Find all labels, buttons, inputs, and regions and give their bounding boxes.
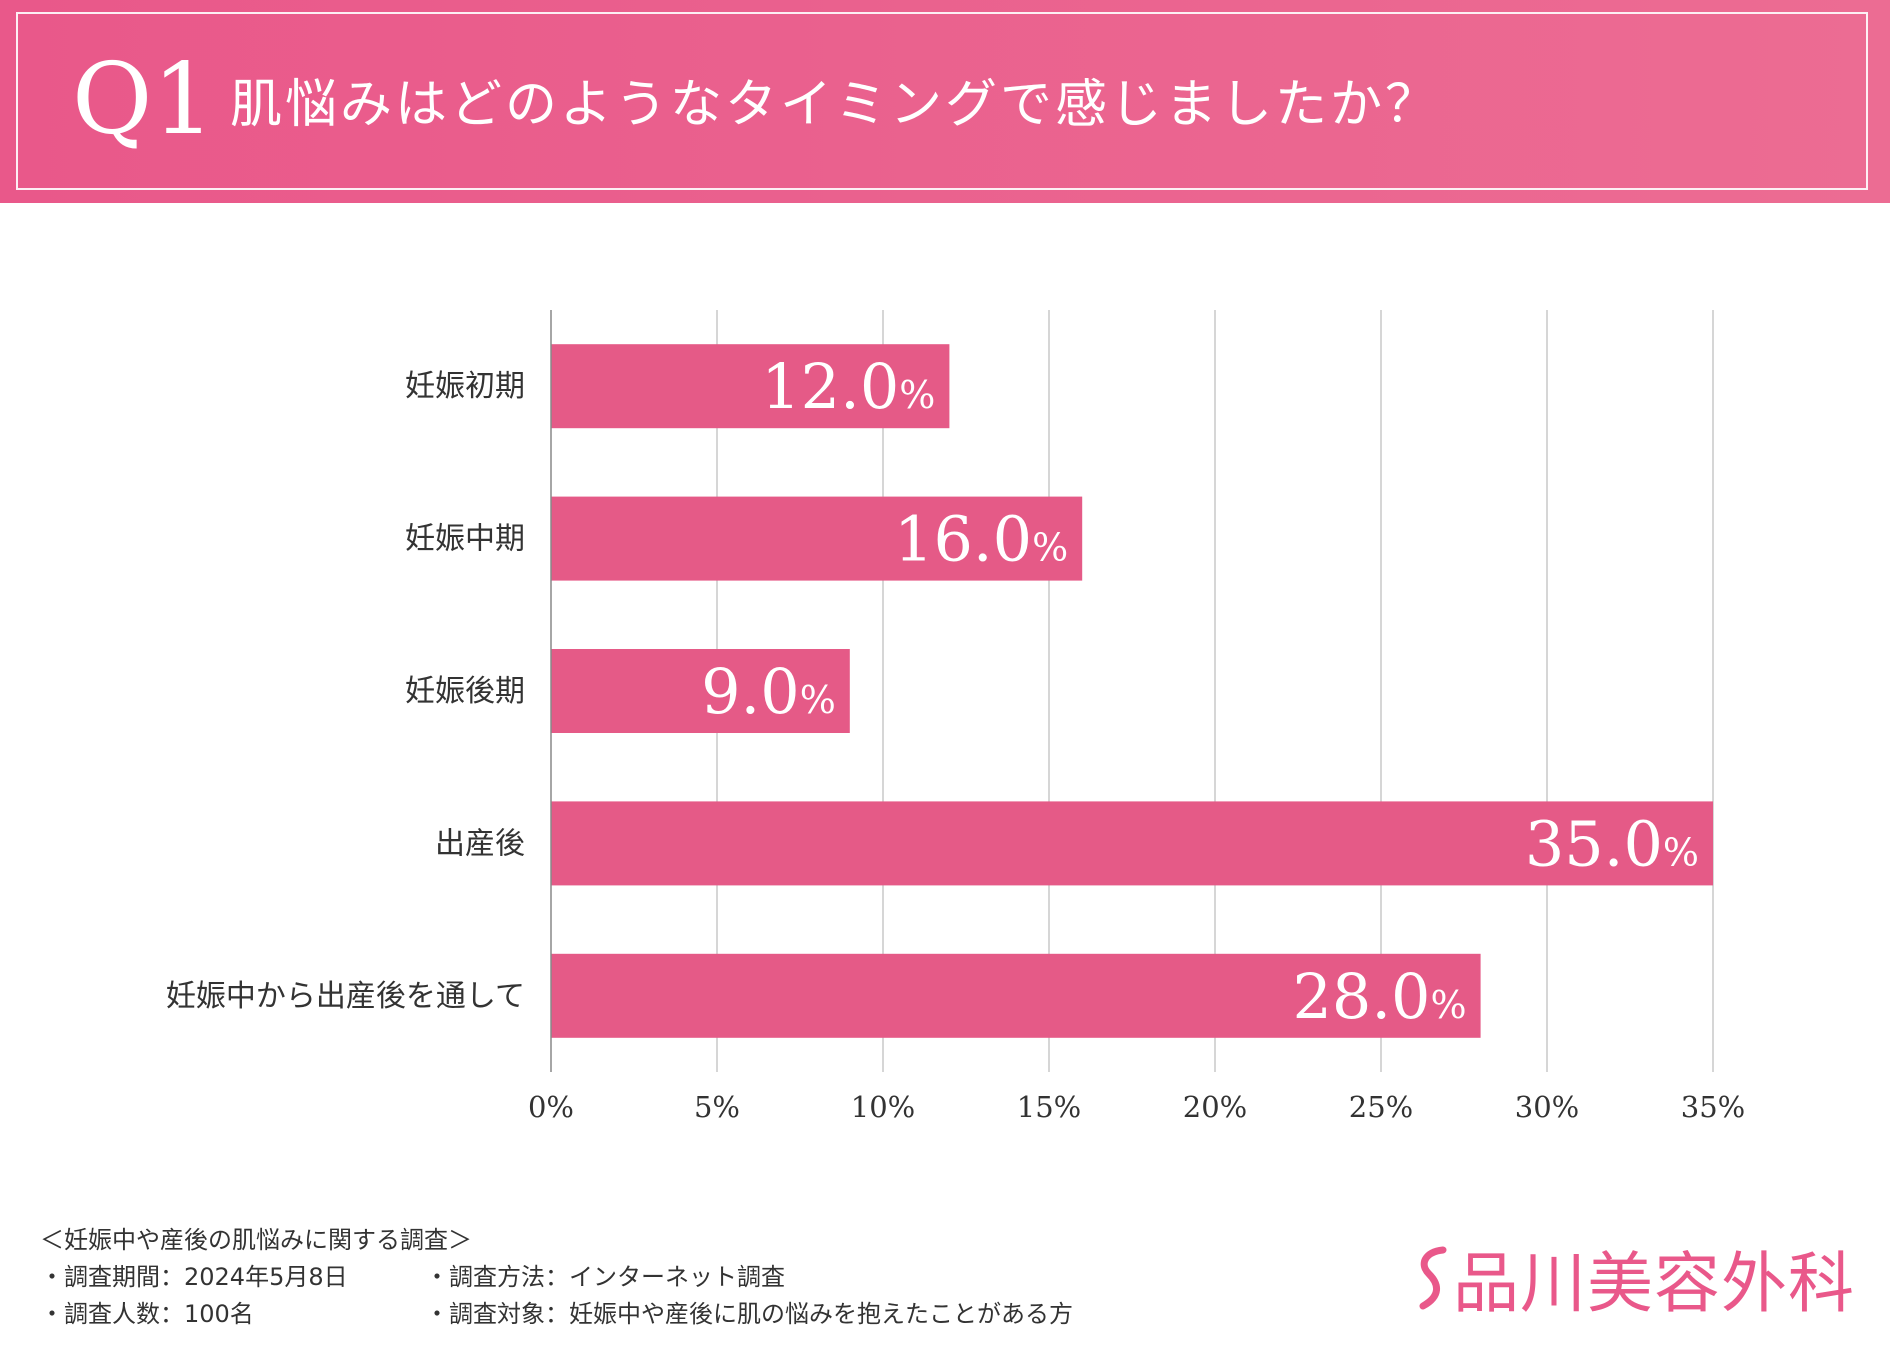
header-frame bbox=[16, 12, 1868, 190]
category-label: 妊娠初期 bbox=[405, 369, 525, 404]
question-number: Q1 bbox=[72, 43, 215, 157]
value-label: 28.0% bbox=[1292, 960, 1466, 1033]
x-tick-label: 10% bbox=[851, 1090, 915, 1124]
bar bbox=[551, 649, 850, 733]
bar bbox=[551, 496, 1083, 581]
bar bbox=[551, 953, 1481, 1038]
value-label: 9.0% bbox=[701, 655, 836, 728]
s-swirl-icon bbox=[1419, 1246, 1447, 1310]
header-banner: Q1 肌悩みはどのようなタイミングで感じましたか？ bbox=[0, 0, 1890, 203]
survey-count: ・調査人数：100名 bbox=[40, 1300, 254, 1328]
value-label: 16.0% bbox=[894, 503, 1068, 576]
question-title: 肌悩みはどのようなタイミングで感じましたか？ bbox=[230, 75, 1441, 135]
x-tick-label: 30% bbox=[1515, 1090, 1579, 1124]
value-label: 35.0% bbox=[1525, 807, 1699, 880]
category-label: 妊娠中期 bbox=[405, 522, 525, 557]
bar bbox=[551, 801, 1713, 886]
x-tick-label: 0% bbox=[528, 1090, 574, 1124]
survey-period: ・調査期間：2024年5月8日 bbox=[40, 1263, 348, 1291]
value-label: 12.0% bbox=[761, 350, 935, 423]
brand-logo: 品川美容外科 bbox=[1415, 1238, 1855, 1322]
x-tick-label: 15% bbox=[1017, 1090, 1081, 1124]
x-tick-label: 25% bbox=[1349, 1090, 1413, 1124]
survey-target: ・調査対象：妊娠中や産後に肌の悩みを抱えたことがある方 bbox=[425, 1300, 1073, 1328]
bar bbox=[551, 344, 950, 429]
bar-chart: 0% 5% 10% 15% 20% 25% 30% 35% 妊娠初期 12.0% 妊娠中期 16.0%… bbox=[166, 310, 1745, 1124]
x-tick-label: 35% bbox=[1681, 1090, 1745, 1124]
category-label: 妊娠後期 bbox=[405, 674, 525, 709]
brand-name: 品川美容外科 bbox=[1453, 1245, 1855, 1322]
category-label: 妊娠中から出産後を通して bbox=[166, 979, 525, 1014]
category-label: 出産後 bbox=[435, 826, 525, 861]
x-tick-label: 5% bbox=[694, 1090, 740, 1124]
survey-info: ＜妊娠中や産後の肌悩みに関する調査＞ ・調査期間：2024年5月8日 ・調査方法… bbox=[40, 1222, 1073, 1333]
x-tick-label: 20% bbox=[1183, 1090, 1247, 1124]
survey-title: ＜妊娠中や産後の肌悩みに関する調査＞ bbox=[40, 1226, 472, 1254]
survey-method: ・調査方法：インターネット調査 bbox=[425, 1263, 785, 1291]
